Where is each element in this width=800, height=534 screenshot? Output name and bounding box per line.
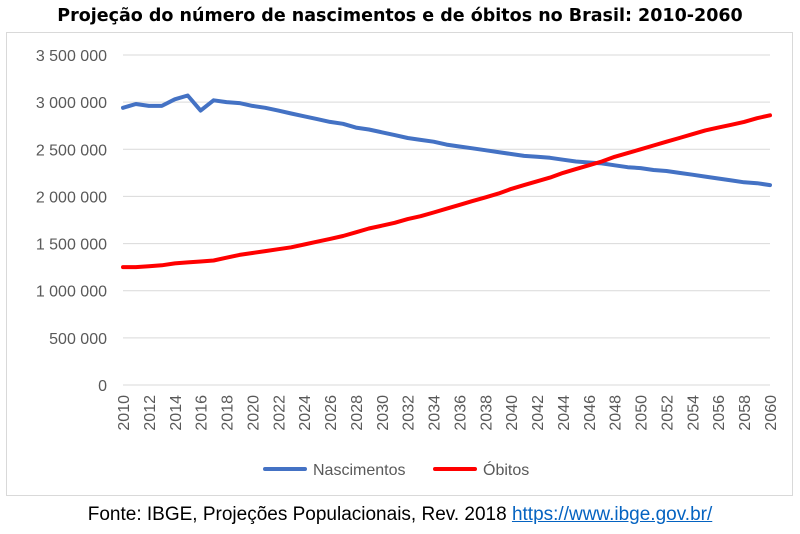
x-tick-label: 2014 bbox=[168, 395, 185, 431]
x-tick-label: 2052 bbox=[659, 395, 676, 431]
series-line-obitos bbox=[121, 113, 772, 270]
series-lines bbox=[121, 93, 772, 270]
chart-title: Projeção do número de nascimentos e de ó… bbox=[57, 6, 743, 26]
x-tick-label: 2046 bbox=[582, 395, 599, 431]
y-tick-label: 0 bbox=[98, 378, 107, 395]
x-tick-label: 2050 bbox=[634, 395, 651, 431]
y-tick-label: 3 500 000 bbox=[36, 48, 107, 65]
gridlines bbox=[123, 54, 770, 386]
source-text: Fonte: IBGE, Projeções Populacionais, Re… bbox=[87, 504, 507, 525]
y-tick-label: 3 000 000 bbox=[36, 95, 107, 112]
legend: Nascimentos Óbitos bbox=[263, 460, 529, 479]
source-link[interactable]: https://www.ibge.gov.br/ bbox=[511, 504, 713, 525]
x-tick-label: 2016 bbox=[194, 395, 211, 431]
x-tick-label: 2040 bbox=[504, 395, 521, 431]
x-tick-label: 2058 bbox=[737, 395, 754, 431]
x-tick-label: 2026 bbox=[323, 395, 340, 431]
x-tick-label: 2028 bbox=[349, 395, 366, 431]
series-line-nascimentos bbox=[121, 93, 772, 188]
chart-area: 0 500 000 1 000 000 1 500 000 2 000 000 2 500… bbox=[6, 32, 793, 496]
line-chart: 0 500 000 1 000 000 1 500 000 2 000 000 2 500… bbox=[36, 48, 780, 479]
y-axis-ticks: 0 500 000 1 000 000 1 500 000 2 000 000 2 500… bbox=[36, 48, 107, 395]
legend-label: Nascimentos bbox=[313, 462, 405, 479]
x-tick-label: 2042 bbox=[530, 395, 547, 431]
x-tick-label: 2044 bbox=[556, 395, 573, 431]
x-tick-label: 2024 bbox=[297, 395, 314, 431]
x-tick-label: 2056 bbox=[711, 395, 728, 431]
x-tick-label: 2038 bbox=[478, 395, 495, 431]
x-tick-label: 2034 bbox=[427, 395, 444, 431]
x-tick-label: 2018 bbox=[220, 395, 237, 431]
y-tick-label: 1 500 000 bbox=[36, 237, 107, 254]
x-tick-label: 2036 bbox=[452, 395, 469, 431]
x-axis-ticks: 2010 2012 2014 2016 2018 2020 2022 2024 2026 2028… bbox=[116, 395, 780, 431]
legend-label: Óbitos bbox=[483, 460, 529, 479]
x-tick-label: 2012 bbox=[142, 395, 159, 431]
x-tick-label: 2020 bbox=[245, 395, 262, 431]
y-tick-label: 2 000 000 bbox=[36, 189, 107, 206]
x-tick-label: 2010 bbox=[116, 395, 133, 431]
y-tick-label: 500 000 bbox=[49, 331, 107, 348]
x-tick-label: 2060 bbox=[763, 395, 780, 431]
source-caption: Fonte: IBGE, Projeções Populacionais, Re… bbox=[0, 504, 800, 526]
x-tick-label: 2048 bbox=[608, 395, 625, 431]
x-tick-label: 2022 bbox=[271, 395, 288, 431]
x-tick-label: 2054 bbox=[685, 395, 702, 431]
x-tick-label: 2030 bbox=[375, 395, 392, 431]
y-tick-label: 1 000 000 bbox=[36, 284, 107, 301]
y-tick-label: 2 500 000 bbox=[36, 142, 107, 159]
x-tick-label: 2032 bbox=[401, 395, 418, 431]
